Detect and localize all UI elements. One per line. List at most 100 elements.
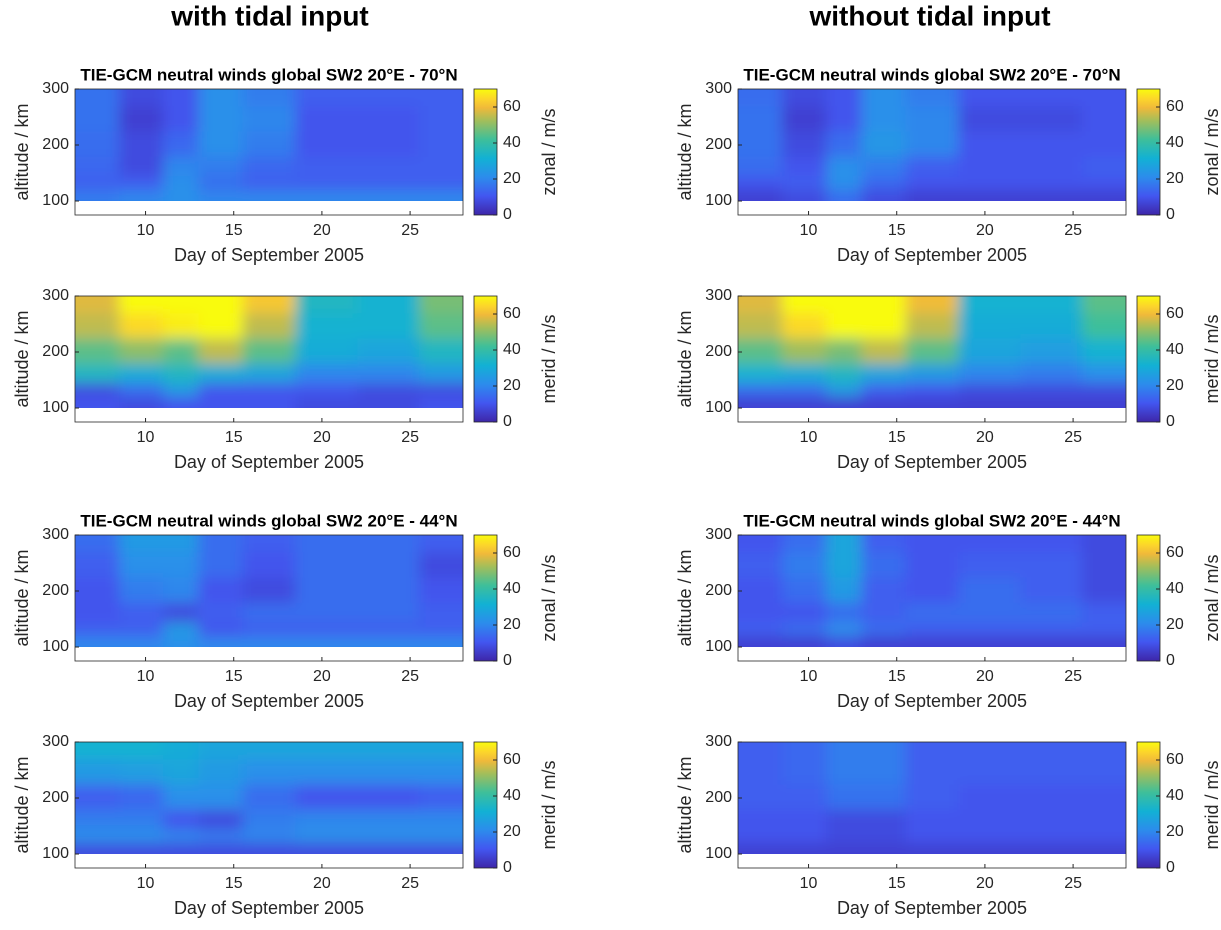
heatmap-cell xyxy=(861,382,907,398)
heatmap-cell xyxy=(1020,296,1083,314)
colorbar-tick-label: 0 xyxy=(503,413,512,430)
heatmap-cell xyxy=(75,535,120,553)
heatmap-cell xyxy=(905,784,959,810)
y-tick-label: 200 xyxy=(42,136,69,153)
heatmap-cell xyxy=(242,621,296,637)
heatmap-cell xyxy=(198,105,244,132)
heatmap-cell xyxy=(826,784,862,810)
y-tick-label: 200 xyxy=(705,789,732,806)
heatmap-cell xyxy=(738,602,783,623)
heatmap-cell xyxy=(357,296,420,314)
x-axis-label: Day of September 2005 xyxy=(837,245,1027,265)
heatmap-cell xyxy=(782,312,827,339)
heatmap-cell xyxy=(75,338,120,364)
heatmap-cell xyxy=(826,742,862,760)
heatmap-cell xyxy=(198,784,244,810)
y-tick-label: 300 xyxy=(42,526,69,543)
heatmap-cell xyxy=(198,828,244,844)
heatmap-cell xyxy=(119,621,164,637)
heatmap-cell xyxy=(1020,635,1083,647)
heatmap-cell xyxy=(357,635,420,647)
x-tick-label: 15 xyxy=(225,875,243,892)
heatmap-cell xyxy=(1081,89,1126,107)
heatmap-cell xyxy=(782,396,827,408)
heatmap-cell xyxy=(861,189,907,201)
x-tick-label: 10 xyxy=(800,429,818,446)
heatmap-cell xyxy=(357,842,420,854)
heatmap-cell xyxy=(163,156,199,177)
heatmap-cell xyxy=(905,635,959,647)
colorbar-tick-label: 40 xyxy=(1166,787,1184,804)
plot-frame xyxy=(737,295,1127,423)
heatmap-cells xyxy=(75,535,463,647)
heatmap xyxy=(738,296,1126,408)
heatmap-cell xyxy=(418,784,463,810)
heatmap-cell xyxy=(242,742,296,760)
heatmap-cell xyxy=(418,635,463,647)
heatmap-cell xyxy=(295,338,358,364)
colorbar-tick-label: 60 xyxy=(503,305,521,322)
heatmap-cell xyxy=(295,396,358,408)
heatmap-cell xyxy=(357,784,420,810)
heatmap-cell xyxy=(357,189,420,201)
heatmap-cell xyxy=(418,758,463,785)
y-tick-label: 200 xyxy=(705,136,732,153)
heatmap-cell xyxy=(119,535,164,553)
heatmap-cell xyxy=(418,396,463,408)
heatmap-cell xyxy=(163,105,199,132)
colorbar-label: merid / m/s xyxy=(1202,314,1221,403)
colorbar-tick-label: 0 xyxy=(1166,859,1175,876)
heatmap-cell xyxy=(826,156,862,177)
y-tick-label: 200 xyxy=(42,789,69,806)
heatmap-cell xyxy=(738,842,783,854)
heatmap-cell xyxy=(905,156,959,177)
heatmap-cell xyxy=(782,742,827,760)
y-tick-label: 200 xyxy=(705,343,732,360)
x-tick-label: 20 xyxy=(313,222,331,239)
heatmap-cell xyxy=(295,296,358,314)
heatmap-cell xyxy=(738,89,783,107)
heatmap-cell xyxy=(1081,156,1126,177)
colorbar-tick-label: 0 xyxy=(1166,206,1175,223)
y-axis-label: altitude / km xyxy=(675,756,695,853)
colorbar-tick-label: 20 xyxy=(1166,823,1184,840)
heatmap-cell xyxy=(295,621,358,637)
colorbar xyxy=(1136,741,1161,869)
heatmap xyxy=(738,89,1126,201)
heatmap-cell xyxy=(119,338,164,364)
x-tick-label: 25 xyxy=(401,668,419,685)
heatmap-cell xyxy=(163,175,199,191)
x-tick-label: 15 xyxy=(888,429,906,446)
heatmap-cell xyxy=(1020,784,1083,810)
heatmap-cell xyxy=(242,131,296,157)
heatmap-cell xyxy=(163,312,199,339)
colorbar-label: zonal / m/s xyxy=(539,554,559,641)
heatmap-cell xyxy=(958,382,1021,398)
heatmap-cell xyxy=(861,842,907,854)
heatmap-cell xyxy=(782,828,827,844)
plot-frame xyxy=(737,88,1127,216)
heatmap-cell xyxy=(738,551,783,578)
heatmap-cell xyxy=(163,602,199,623)
heatmap-cell xyxy=(295,189,358,201)
heatmap-cell xyxy=(905,175,959,191)
heatmap-cell xyxy=(861,296,907,314)
heatmap-cell xyxy=(782,338,827,364)
y-tick-label: 100 xyxy=(705,845,732,862)
heatmap-cell xyxy=(418,175,463,191)
heatmap-cell xyxy=(295,312,358,339)
heatmap-cell xyxy=(1020,742,1083,760)
heatmap-cells xyxy=(75,742,463,854)
heatmap-cell xyxy=(163,131,199,157)
heatmap-cell xyxy=(958,363,1021,384)
heatmap-cell xyxy=(1081,809,1126,830)
heatmap-cell xyxy=(163,828,199,844)
heatmap-cell xyxy=(861,396,907,408)
heatmap-cell xyxy=(861,635,907,647)
heatmap-cell xyxy=(75,296,120,314)
heatmap-cell xyxy=(242,396,296,408)
heatmap-cell xyxy=(1081,175,1126,191)
heatmap-cell xyxy=(738,621,783,637)
